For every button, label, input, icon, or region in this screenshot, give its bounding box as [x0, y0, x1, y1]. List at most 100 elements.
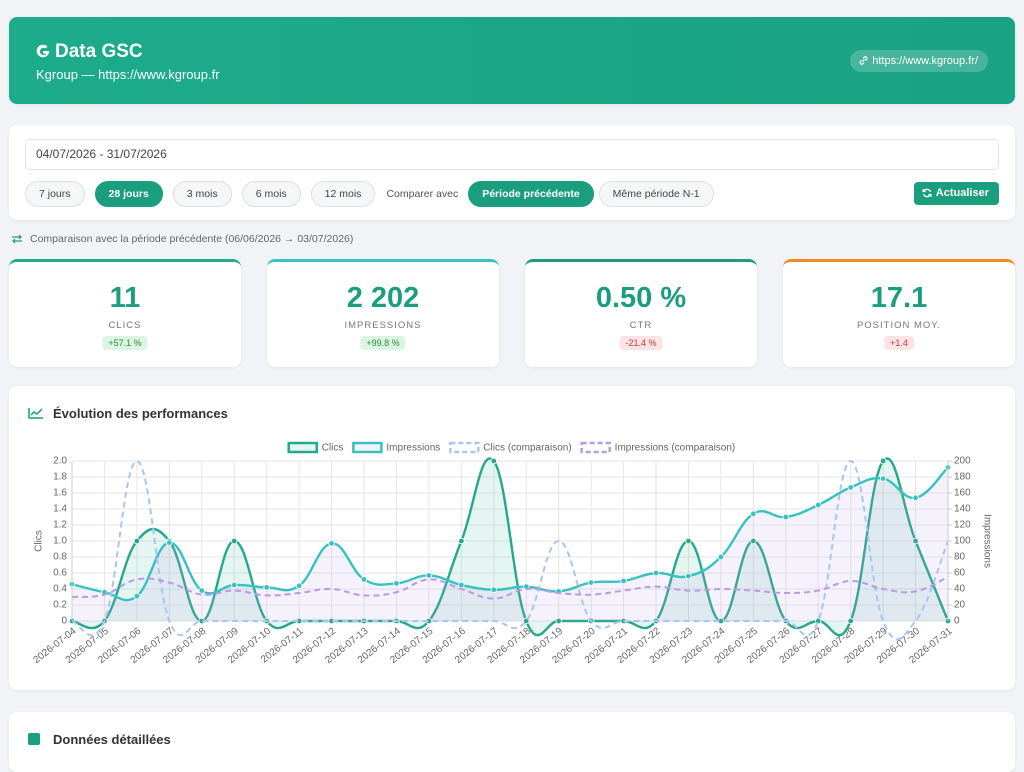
header: Data GSC Kgroup — https://www.kgroup.fr … [9, 17, 1015, 104]
kpi-card: 2 202 IMPRESSIONS +99.8 % [267, 259, 499, 367]
point [847, 617, 854, 625]
kpi-value: 11 [109, 282, 141, 314]
chart-icon [28, 408, 43, 419]
kpi-change: +99.8 % [360, 336, 406, 350]
y-tick-label: 0.2 [53, 600, 67, 611]
point [166, 539, 173, 546]
legend-label: Clics (comparaison) [483, 443, 571, 454]
kpi-card: 0.50 % CTR -21.4 % [525, 259, 757, 367]
point [393, 580, 400, 587]
refresh-text: Actualiser [935, 187, 989, 199]
y2-tick-label: 20 [954, 600, 966, 611]
point [782, 513, 789, 521]
y-tick-label: 0 [61, 616, 67, 627]
kpi-change: +1.4 [884, 336, 914, 350]
point [815, 501, 822, 509]
y2-tick-label: 180 [954, 472, 971, 483]
line [71, 459, 949, 641]
period-button[interactable]: 7 jours [25, 181, 85, 207]
point [490, 586, 497, 593]
period-row: 7 jours 28 jours 3 mois 6 mois 12 mois Compa… [25, 181, 714, 207]
point [133, 537, 141, 545]
kpi-card: 17.1 POSITION MOY. +1.4 [783, 259, 1015, 367]
kpi-change: -21.4 % [619, 336, 663, 350]
detail-title: Données détaillées [53, 732, 171, 747]
y2-axis-label: Impressions [981, 514, 992, 568]
chart-card: Évolution des performances 0 0.2 0.4 0.6 0.8… [9, 386, 1015, 690]
subtitle: Kgroup — https://www.kgroup.fr [36, 67, 220, 82]
period-button[interactable]: 3 mois [172, 181, 232, 207]
legend-swatch [449, 441, 480, 454]
y2-tick-label: 60 [954, 568, 966, 579]
area [72, 467, 948, 621]
period-button[interactable]: 6 mois [241, 181, 301, 207]
y-tick-label: 1.4 [53, 504, 67, 515]
kpi-change: +57.1 % [102, 336, 148, 350]
site-link[interactable]: https://www.kgroup.fr/ [850, 50, 988, 72]
legend: Clics Impressions Clics (comparaison) Impre… [287, 441, 735, 454]
point [587, 579, 595, 586]
point [879, 457, 887, 465]
kpi-value: 2 202 [346, 282, 420, 314]
y-tick-label: 1.8 [53, 472, 67, 483]
date-range[interactable]: 04/07/2026 - 31/07/2026 [25, 139, 999, 170]
point [685, 572, 692, 580]
area [72, 458, 948, 636]
y2-tick-label: 120 [954, 520, 971, 531]
compare-button[interactable]: Même période N-1 [598, 181, 714, 207]
period-button[interactable]: 12 mois [310, 181, 376, 207]
refresh-button[interactable]: Actualiser [913, 182, 999, 205]
table-icon [28, 733, 40, 745]
line [71, 466, 949, 602]
filters: 04/07/2026 - 31/07/2026 7 jours 28 jours 3… [9, 125, 1015, 220]
y-axis-label: Clics [34, 530, 45, 552]
kpi-label: IMPRESSIONS [344, 320, 422, 331]
y2-tick-label: 160 [954, 488, 971, 499]
point [652, 569, 660, 577]
kpi-label: CTR [629, 320, 653, 331]
point [912, 537, 919, 545]
y-tick-label: 2.0 [53, 456, 67, 467]
compare-icon [12, 234, 22, 244]
kpi-label: POSITION MOY. [856, 320, 942, 331]
point [847, 484, 854, 491]
point [912, 494, 919, 501]
point [879, 475, 887, 482]
legend-label: Impressions [386, 443, 440, 454]
point [458, 581, 465, 589]
period-button[interactable]: 28 jours [94, 181, 163, 207]
y-tick-label: 1.2 [53, 520, 67, 531]
point [620, 577, 627, 585]
kpi-card: 11 CLICS +57.1 % [9, 259, 241, 367]
point [555, 617, 562, 625]
point [458, 537, 465, 545]
legend-swatch [287, 441, 318, 454]
point [717, 553, 725, 561]
compare-button[interactable]: Période précédente [468, 181, 594, 207]
point [490, 457, 497, 465]
point [425, 572, 433, 579]
kpi-label: CLICS [108, 320, 142, 331]
y2-tick-label: 200 [954, 456, 971, 467]
period-buttons: 7 jours 28 jours 3 mois 6 mois 12 mois [25, 181, 376, 207]
point [198, 587, 205, 594]
point [750, 537, 757, 545]
detail-card: Données détaillées [9, 712, 1015, 772]
y-tick-label: 1.6 [53, 488, 67, 499]
compare-label: Comparer avec [386, 188, 459, 200]
legend-swatch [352, 441, 383, 454]
y-tick-label: 1.0 [53, 536, 67, 547]
legend-swatch [580, 441, 611, 454]
y-tick-label: 0.4 [53, 584, 67, 595]
y2-tick-label: 80 [954, 552, 966, 563]
y-tick-label: 0.8 [53, 552, 67, 563]
page: {"header":{"brand":"Data GSC","subtitle"… [9, 17, 1015, 772]
google-icon [36, 44, 50, 58]
point [750, 510, 757, 517]
y2-tick-label: 0 [954, 616, 960, 627]
comparison-note: Comparaison avec la période précédente (… [30, 233, 354, 245]
site-link-text: https://www.kgroup.fr/ [872, 55, 978, 67]
chart: 0 0.2 0.4 0.6 0.8 1.0 1.2 1.4 1.6 1.8 2.0 0 20 40 60 80… [31, 441, 992, 666]
point [685, 537, 692, 545]
line [71, 576, 949, 600]
